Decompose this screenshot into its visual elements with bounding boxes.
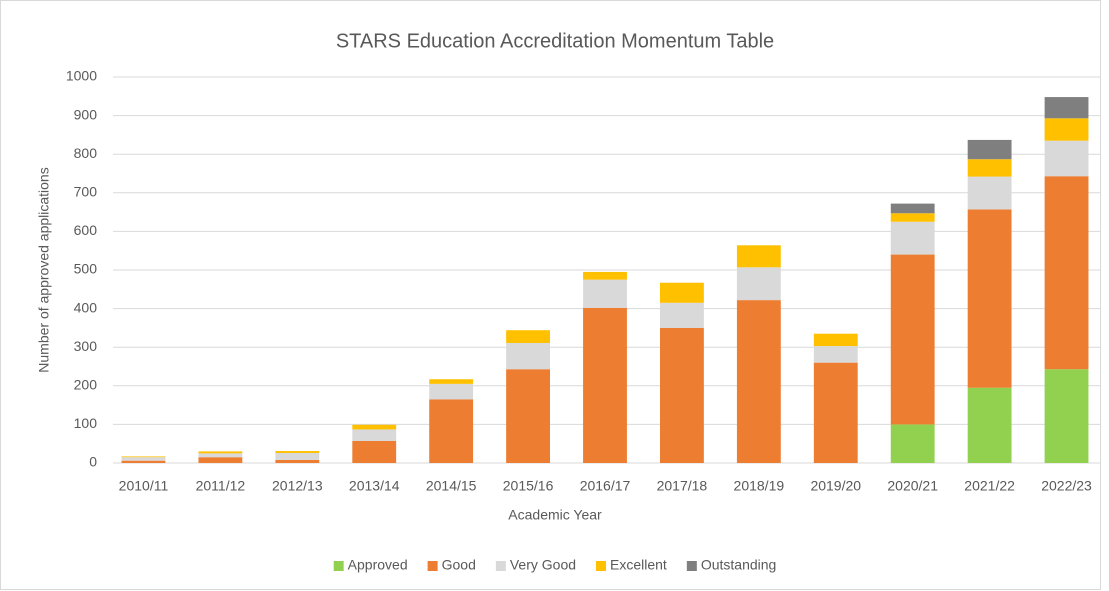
bar-segment <box>198 451 243 454</box>
bar-segment <box>352 429 397 441</box>
bar-segment <box>1044 369 1089 463</box>
legend-swatch <box>495 561 506 571</box>
bar-segment <box>275 451 320 453</box>
bar-segment <box>967 209 1012 388</box>
bar-segment <box>890 254 935 425</box>
x-tick-label: 2022/23 <box>1041 478 1092 494</box>
y-tick-label: 700 <box>74 184 98 200</box>
x-tick-label: 2012/13 <box>272 478 323 494</box>
legend-swatch <box>427 561 438 571</box>
bar-segment <box>121 456 166 458</box>
bar-segment <box>890 203 935 214</box>
bar-segment <box>813 333 858 347</box>
bar-segment <box>1044 97 1089 119</box>
bar-segment <box>967 176 1012 210</box>
y-tick-label: 100 <box>74 415 98 431</box>
bar-segment <box>890 221 935 255</box>
x-tick-label: 2018/19 <box>734 478 785 494</box>
bar-segment <box>813 346 858 363</box>
x-tick-label: 2014/15 <box>426 478 477 494</box>
bar-segment <box>506 369 550 463</box>
x-tick-label: 2013/14 <box>349 478 400 494</box>
x-tick-label: 2015/16 <box>503 478 554 494</box>
y-tick-label: 1000 <box>66 68 97 84</box>
bar-segment <box>967 139 1012 160</box>
x-tick-label: 2011/12 <box>196 478 246 494</box>
y-tick-label: 200 <box>74 377 98 393</box>
bar-segment <box>275 452 320 460</box>
x-tick-label: 2010/11 <box>119 478 169 494</box>
chart-title: STARS Education Accreditation Momentum T… <box>336 30 774 52</box>
x-tick-label: 2016/17 <box>580 478 631 494</box>
x-tick-label: 2021/22 <box>964 478 1015 494</box>
bar-segment <box>1044 176 1089 370</box>
x-tick-label: 2017/18 <box>657 478 708 494</box>
y-tick-label: 400 <box>74 299 98 315</box>
bar-segment <box>583 271 627 280</box>
bar-segment <box>275 459 320 463</box>
y-tick-label: 800 <box>74 145 98 161</box>
bar-segment <box>890 213 935 222</box>
bar-segment <box>736 300 781 463</box>
bar-segment <box>506 342 550 370</box>
legend-swatch <box>333 561 344 571</box>
legend-swatch <box>686 561 697 571</box>
bar-segment <box>736 267 781 301</box>
bar-segment <box>198 457 243 463</box>
bar-segment <box>660 327 704 463</box>
bar-segment <box>660 282 704 303</box>
bar-segment <box>352 440 397 463</box>
bar-segment <box>967 387 1012 463</box>
y-tick-label: 0 <box>89 454 97 470</box>
bar-segment <box>1044 118 1089 141</box>
x-tick-label: 2019/20 <box>810 478 861 494</box>
bar-segment <box>967 159 1012 177</box>
bar-segment <box>583 307 627 463</box>
y-tick-label: 500 <box>74 261 98 277</box>
x-axis-label: Academic Year <box>508 507 602 523</box>
x-tick-label: 2020/21 <box>887 478 938 494</box>
legend-swatch <box>596 561 607 571</box>
bar-segment <box>813 362 858 463</box>
bar-segment <box>736 245 781 268</box>
legend-label: Excellent <box>610 557 667 573</box>
bar-segment <box>121 457 166 461</box>
y-tick-label: 300 <box>74 338 98 354</box>
bar-segment <box>198 453 243 458</box>
bar-segment <box>1044 140 1089 177</box>
bar-segment <box>583 279 627 308</box>
legend-label: Good <box>442 557 476 573</box>
bar-segment <box>429 383 474 400</box>
bar-segment <box>660 302 704 328</box>
bar-segment <box>429 379 474 384</box>
y-tick-label: 900 <box>74 106 98 122</box>
legend-label: Approved <box>348 557 408 573</box>
bar-segment <box>429 399 474 463</box>
legend-label: Outstanding <box>701 557 777 573</box>
y-axis-label: Number of approved applications <box>36 167 52 372</box>
bar-segment <box>121 460 166 463</box>
y-tick-label: 600 <box>74 222 98 238</box>
bar-segment <box>352 424 397 430</box>
bar-segment <box>506 330 550 343</box>
legend-label: Very Good <box>510 557 576 573</box>
bar-segment <box>890 424 935 463</box>
